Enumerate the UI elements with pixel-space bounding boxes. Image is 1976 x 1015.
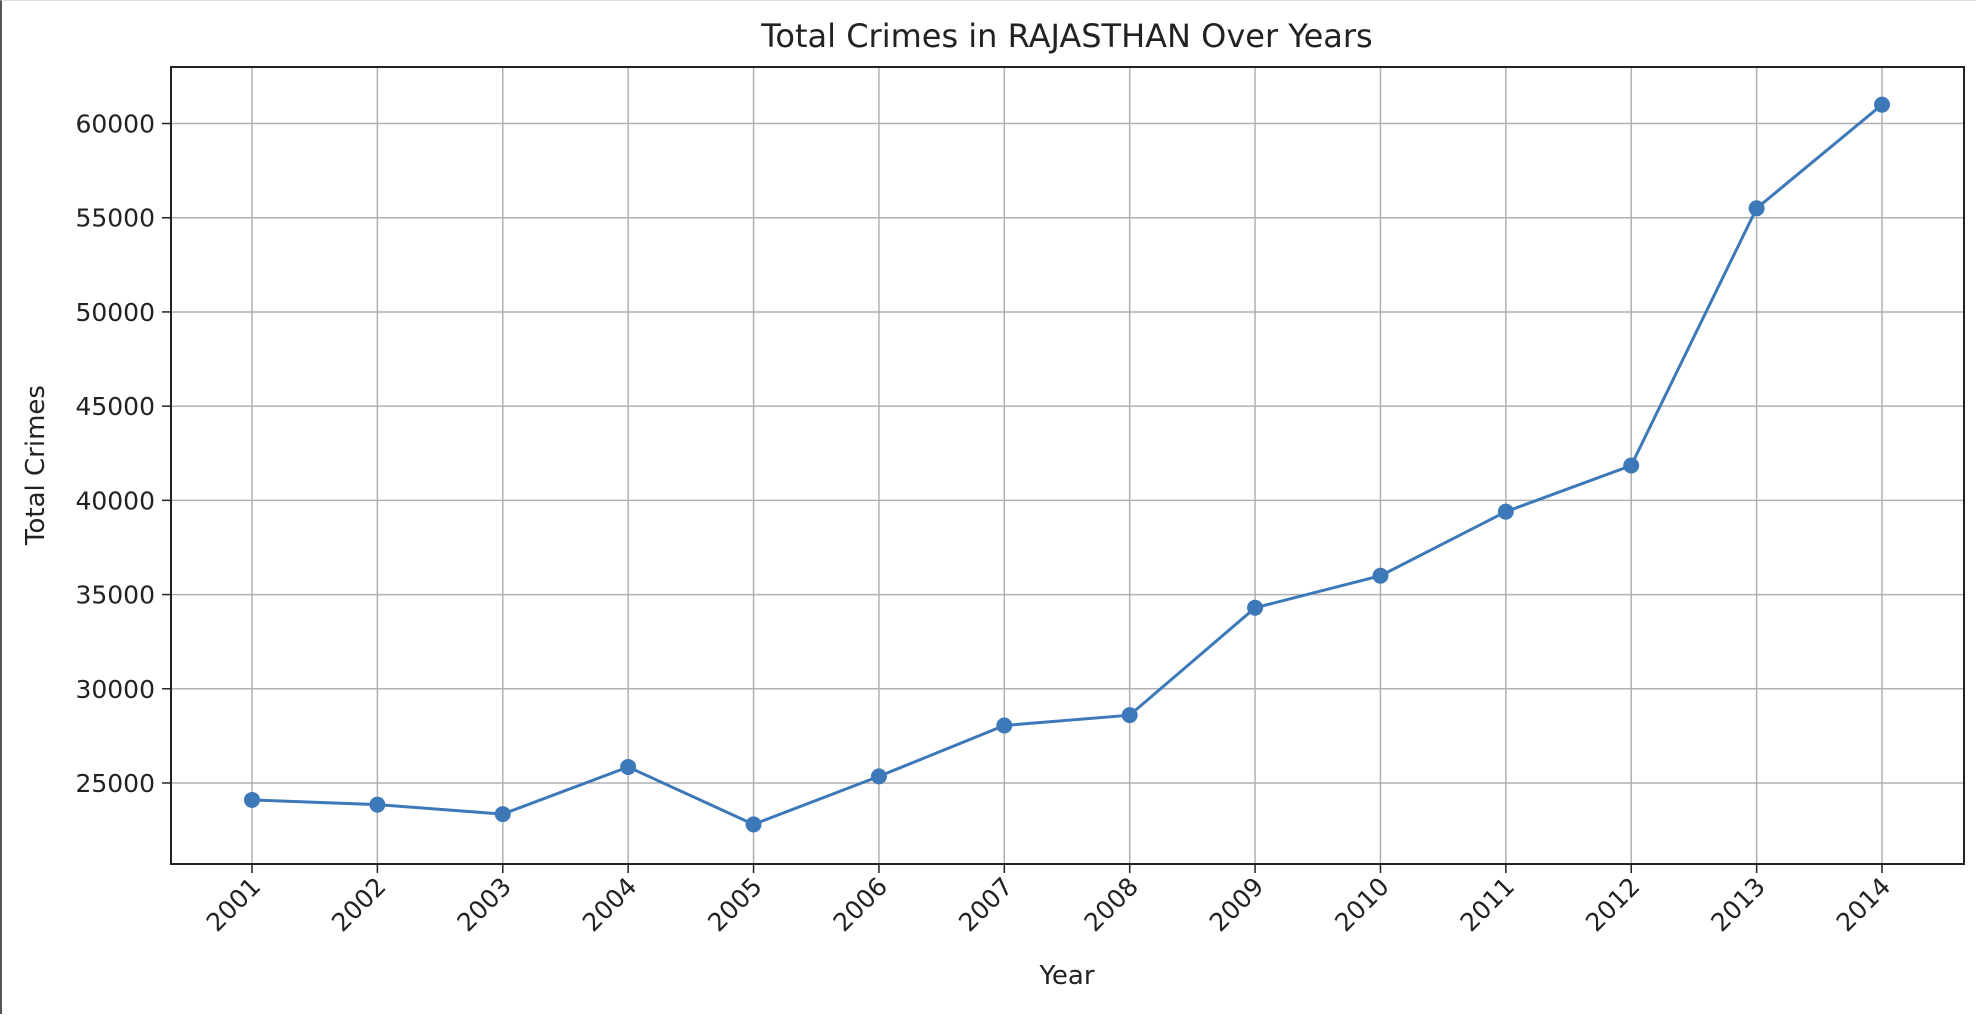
data-point xyxy=(1874,96,1890,113)
x-tick-label: 2006 xyxy=(828,872,893,937)
y-tick-label: 45000 xyxy=(75,392,155,421)
y-tick-label: 40000 xyxy=(75,486,155,515)
series-markers xyxy=(244,96,1890,833)
x-tick-label: 2011 xyxy=(1455,872,1520,937)
x-tick-label: 2002 xyxy=(326,872,391,937)
x-axis-label: Year xyxy=(1038,961,1094,991)
data-point xyxy=(1623,457,1640,474)
data-point xyxy=(1497,503,1514,520)
data-point xyxy=(1121,707,1138,724)
data-point xyxy=(620,758,637,775)
x-tick-label: 2004 xyxy=(577,872,642,937)
data-point xyxy=(1247,599,1264,616)
data-point xyxy=(1748,200,1765,217)
chart-title: Total Crimes in RAJASTHAN Over Years xyxy=(760,17,1372,55)
y-axis: 25000 30000 35000 40000 45000 50000 55000 60000 xyxy=(75,110,171,798)
grid xyxy=(171,67,1964,864)
y-tick-label: 55000 xyxy=(75,204,155,233)
x-tick-label: 2012 xyxy=(1580,872,1645,937)
y-tick-label: 35000 xyxy=(75,581,155,610)
data-point xyxy=(870,768,887,785)
y-tick-label: 30000 xyxy=(75,675,155,704)
x-tick-label: 2001 xyxy=(201,872,266,937)
y-tick-label: 50000 xyxy=(75,298,155,327)
x-tick-label: 2009 xyxy=(1204,872,1269,937)
data-point xyxy=(494,806,511,823)
data-point xyxy=(369,796,386,813)
y-tick-label: 60000 xyxy=(75,110,155,139)
y-tick-label: 25000 xyxy=(75,769,155,798)
y-axis-label: Total Crimes xyxy=(21,385,51,546)
x-axis: 2001 2002 2003 2004 2005 2006 2007 2008 2009 2010… xyxy=(201,864,1896,937)
data-point xyxy=(1372,567,1389,584)
data-point xyxy=(745,816,762,833)
x-tick-label: 2008 xyxy=(1078,872,1143,937)
series-line xyxy=(251,103,1883,827)
plot-area xyxy=(170,66,1965,865)
x-tick-label: 2013 xyxy=(1705,872,1770,937)
data-point xyxy=(996,717,1013,734)
x-tick-label: 2010 xyxy=(1329,872,1394,937)
x-tick-label: 2005 xyxy=(702,872,767,937)
x-tick-label: 2014 xyxy=(1831,872,1896,937)
data-point xyxy=(244,791,260,808)
x-tick-label: 2007 xyxy=(953,872,1018,937)
x-tick-label: 2003 xyxy=(452,872,517,937)
